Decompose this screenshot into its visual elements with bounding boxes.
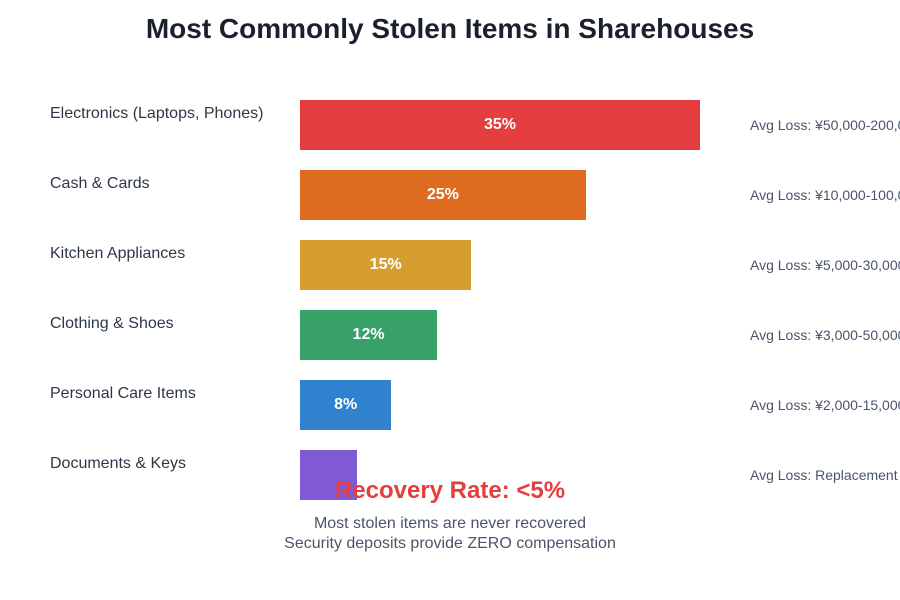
value-label: 12% <box>352 326 385 343</box>
recovery-rate: Recovery Rate: <5% <box>334 477 566 504</box>
avg-loss-annotation: Avg Loss: ¥5,000-30,000 <box>750 257 900 273</box>
chart-title: Most Commonly Stolen Items in Sharehouse… <box>145 13 755 44</box>
bar <box>300 450 358 500</box>
bar: 25% <box>300 170 586 220</box>
value-label: 15% <box>369 256 402 273</box>
footer-note-2: Security deposits provide ZERO compensat… <box>284 535 616 552</box>
avg-loss-annotation: Avg Loss: Replacement <box>750 467 898 483</box>
category-label: Documents & Keys <box>50 455 187 472</box>
category-label: Clothing & Shoes <box>50 315 174 332</box>
category-label: Kitchen Appliances <box>50 245 186 262</box>
bar: 15% <box>300 240 472 290</box>
category-label: Personal Care Items <box>50 385 196 402</box>
footer-note-1: Most stolen items are never recovered <box>313 515 587 532</box>
category-label: Cash & Cards <box>50 175 150 192</box>
category-label: Electronics (Laptops, Phones) <box>50 105 264 122</box>
value-label: 25% <box>426 186 459 203</box>
value-label: 8% <box>334 396 358 413</box>
bar: 8% <box>300 380 392 430</box>
avg-loss-annotation: Avg Loss: ¥3,000-50,000 <box>750 327 900 343</box>
value-label: 35% <box>483 116 517 133</box>
avg-loss-annotation: Avg Loss: ¥50,000-200,000 <box>750 117 900 133</box>
avg-loss-annotation: Avg Loss: ¥2,000-15,000 <box>750 397 900 413</box>
bar: 35% <box>300 100 700 150</box>
bar: 12% <box>300 310 438 360</box>
avg-loss-annotation: Avg Loss: ¥10,000-100,000 <box>750 187 900 203</box>
